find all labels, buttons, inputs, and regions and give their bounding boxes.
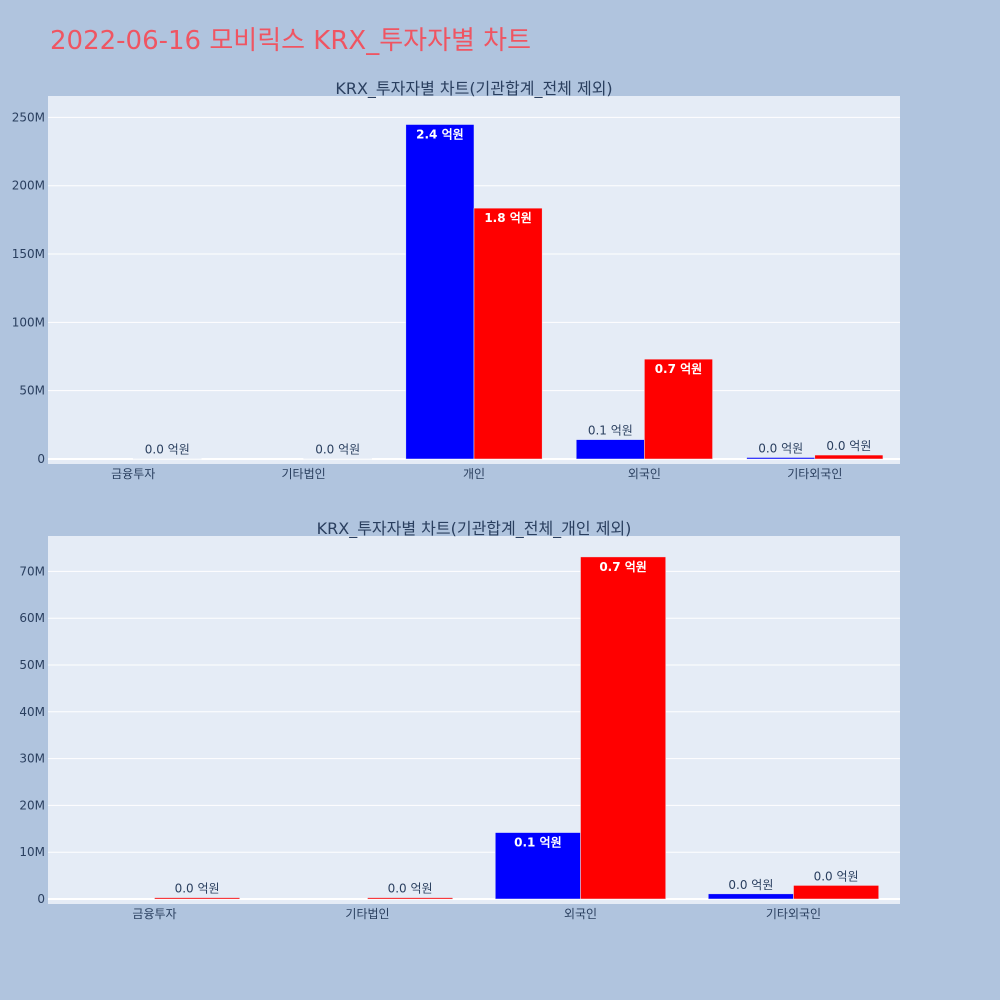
bar-series-2 xyxy=(644,358,713,460)
bar-value-label: 0.1 억원 xyxy=(514,836,562,850)
y-tick-label: 70M xyxy=(19,564,45,578)
bar-series-2 xyxy=(473,207,543,460)
x-tick-label: 기타법인 xyxy=(345,907,389,921)
bar-value-label: 0.0 억원 xyxy=(814,869,859,883)
bar-series-1 xyxy=(708,893,794,900)
x-tick-label: 개인 xyxy=(463,467,485,481)
bar-value-label: 1.8 억원 xyxy=(484,211,532,225)
y-tick-label: 250M xyxy=(12,110,45,124)
y-tick-label: 60M xyxy=(19,611,45,625)
bar-series-1 xyxy=(575,439,645,460)
bar-series-2 xyxy=(367,897,453,900)
bar-value-label: 0.7 억원 xyxy=(599,560,647,574)
subplot-title: KRX_투자자별 차트(기관합계_전체 제외) xyxy=(335,79,612,99)
bar-series-1 xyxy=(405,124,475,460)
bar-series-2 xyxy=(580,556,666,900)
x-tick-label: 금융투자 xyxy=(132,907,176,921)
chart-panel-1: 0 50M 100M 150M 200M 250M KRX_투자자별 차트(기관합계_전체 … xyxy=(12,79,900,481)
bar-value-label: 0.1 억원 xyxy=(588,424,633,438)
bar-value-label: 0.0 억원 xyxy=(826,439,871,453)
y-tick-label: 10M xyxy=(19,845,45,859)
x-tick-label: 기타외국인 xyxy=(766,907,821,921)
bar-series-2 xyxy=(814,454,884,460)
bar-series-2 xyxy=(793,885,879,900)
y-tick-label: 40M xyxy=(19,705,45,719)
chart-panel-2: 0 10M 20M 30M 40M 50M 60M 70M KRX_투자자별 차트(기관합계_전… xyxy=(19,519,900,921)
x-tick-label: 기타외국인 xyxy=(787,467,842,481)
x-tick-label: 외국인 xyxy=(628,467,661,481)
plot-area xyxy=(48,536,900,904)
figure-title: 2022-06-16 모비릭스 KRX_투자자별 차트 xyxy=(50,26,531,56)
bar-value-label: 0.7 억원 xyxy=(655,362,703,376)
bar-value-label: 0.0 억원 xyxy=(728,878,773,892)
bar-series-1 xyxy=(746,457,816,460)
y-tick-label: 50M xyxy=(19,658,45,672)
bar-value-label: 0.0 억원 xyxy=(315,443,360,457)
y-tick-label: 0 xyxy=(37,452,45,466)
y-tick-label: 150M xyxy=(12,247,45,261)
subplot-title: KRX_투자자별 차트(기관합계_전체_개인 제외) xyxy=(317,519,632,539)
bar-series-1 xyxy=(495,832,581,900)
bar-value-label: 0.0 억원 xyxy=(388,882,433,896)
y-tick-label: 30M xyxy=(19,752,45,766)
y-tick-label: 100M xyxy=(12,315,45,329)
x-tick-label: 금융투자 xyxy=(111,467,155,481)
x-tick-label: 외국인 xyxy=(564,907,597,921)
bar-value-label: 0.0 억원 xyxy=(145,443,190,457)
y-tick-label: 20M xyxy=(19,798,45,812)
bar-value-label: 0.0 억원 xyxy=(758,441,803,455)
y-tick-label: 200M xyxy=(12,179,45,193)
bar-series-2 xyxy=(154,897,240,900)
bar-value-label: 2.4 억원 xyxy=(416,128,464,142)
x-tick-label: 기타법인 xyxy=(282,467,326,481)
bar-value-label: 0.0 억원 xyxy=(175,882,220,896)
y-tick-label: 0 xyxy=(37,892,45,906)
y-tick-label: 50M xyxy=(19,384,45,398)
